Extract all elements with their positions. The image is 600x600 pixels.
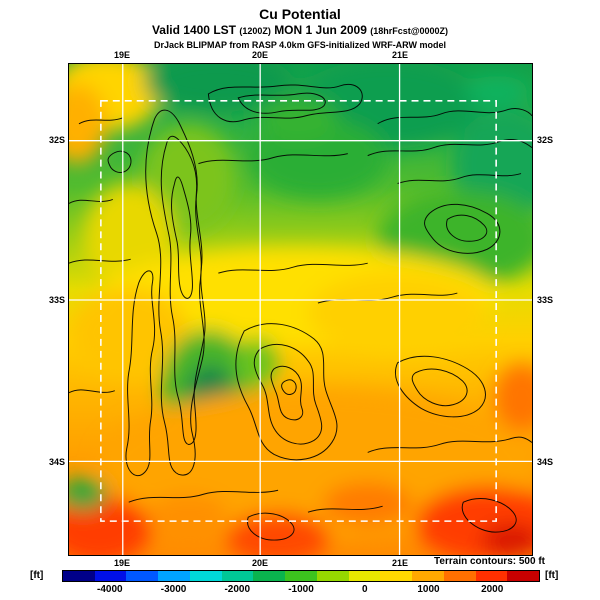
colorbar-segment (443, 571, 476, 581)
forecast-map-svg (69, 64, 532, 555)
lat-label-left-34s: 34S (48, 457, 65, 467)
colorbar-segment (126, 571, 159, 581)
valid-time-line: Valid 1400 LST (1200Z) MON 1 Jun 2009 (1… (0, 23, 600, 37)
lon-label-bottom-20e: 20E (251, 558, 268, 568)
colorbar-ticks: -4000 -3000 -2000 -1000 0 1000 2000 (62, 584, 540, 596)
lat-label-right-34s: 34S (537, 457, 554, 467)
colorbar-segment (285, 571, 317, 581)
colorbar-tick-label: -4000 (97, 584, 123, 595)
colorbar-segment (158, 571, 190, 581)
lon-label-top-21e: 21E (391, 50, 408, 60)
terrain-contours (69, 83, 532, 541)
lon-label-top-19e: 19E (113, 50, 130, 60)
lon-label-bottom-19e: 19E (113, 558, 130, 568)
colorbar-segment (412, 571, 444, 581)
lat-label-left-32s: 32S (48, 135, 65, 145)
page-title: Cu Potential (259, 6, 341, 22)
colorbar-tick-label: -2000 (224, 584, 251, 595)
colorbar-segment (221, 571, 254, 581)
colorbar-segment (475, 571, 508, 581)
lat-label-left-33s: 33S (48, 295, 65, 305)
colorbar-segment (380, 571, 413, 581)
lat-label-right-33s: 33S (537, 295, 554, 305)
grid-lines (69, 64, 532, 555)
colorbar-segment (253, 571, 286, 581)
lon-label-bottom-21e: 21E (391, 558, 408, 568)
forecast-init-time: (18hrFcst@0000Z) (370, 26, 449, 36)
colorbar-segment (348, 571, 381, 581)
colorbar-tick-label: 2000 (481, 584, 504, 595)
map-area[interactable] (68, 63, 533, 556)
colorbar-unit-right: [ft] (545, 570, 559, 581)
colorbar-segment (189, 571, 222, 581)
terrain-contour-note: Terrain contours: 500 ft (434, 556, 545, 567)
valid-time-zulu: (1200Z) (239, 26, 271, 36)
colorbar-tick-label: 0 (361, 584, 368, 595)
model-attribution: DrJack BLIPMAP from RASP 4.0km GFS-initi… (153, 40, 447, 50)
colorbar-tick-label: -1000 (288, 584, 314, 595)
colorbar-segment (94, 571, 127, 581)
colorbar-segment (507, 571, 540, 581)
lat-label-right-32s: 32S (537, 135, 554, 145)
colorbar (62, 570, 540, 582)
colorbar-segments (63, 571, 540, 581)
colorbar-segment (316, 571, 349, 581)
valid-date: MON 1 Jun 2009 (274, 23, 367, 37)
colorbar-tick-label: 1000 (417, 584, 440, 595)
valid-time-main: Valid 1400 LST (151, 23, 236, 37)
colorbar-unit-left: [ft] (30, 570, 44, 581)
colorbar-segment (63, 571, 95, 581)
cu-potential-field-blobs (69, 64, 532, 555)
lon-label-top-20e: 20E (251, 50, 268, 60)
colorbar-tick-label: -3000 (160, 584, 187, 595)
model-domain-box (100, 100, 497, 522)
